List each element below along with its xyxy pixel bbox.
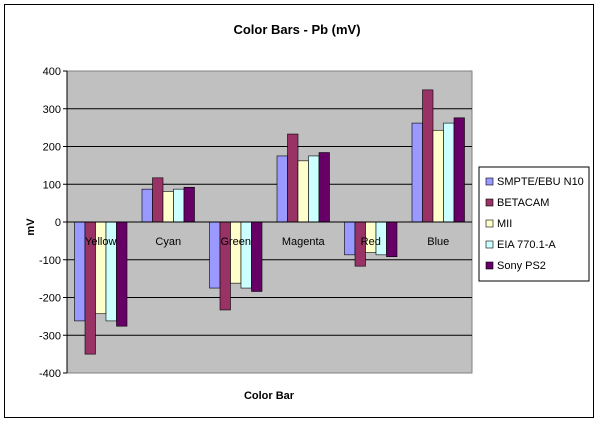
legend-label: MII xyxy=(497,218,512,230)
y-tick-label: -100 xyxy=(39,255,61,267)
bar xyxy=(141,188,153,223)
bar xyxy=(453,117,465,223)
bar-chart: Color Bars - Pb (mV) 400 300 200 100 0 -100 -2… xyxy=(25,22,590,402)
category-label: Magenta xyxy=(282,236,326,248)
gridlines xyxy=(67,108,472,336)
legend-label: BETACAM xyxy=(497,197,549,209)
bar xyxy=(308,155,320,223)
category-labels: Yellow Cyan Green Magenta Red Blue xyxy=(85,236,449,248)
bar xyxy=(422,89,434,223)
bar xyxy=(152,177,164,223)
legend-label: Sony PS2 xyxy=(497,260,546,272)
y-axis-ticks: 400 300 200 100 0 -100 -200 -300 -400 xyxy=(39,66,68,380)
bar xyxy=(209,221,221,289)
legend-label: EIA 770.1-A xyxy=(497,239,556,251)
y-tick-label: 300 xyxy=(43,104,61,116)
y-tick-label: 0 xyxy=(55,217,61,229)
bar xyxy=(287,133,299,223)
chart-title: Color Bars - Pb (mV) xyxy=(233,22,360,37)
bar xyxy=(74,221,86,322)
chart-frame: Color Bars - Pb (mV) 400 300 200 100 0 -100 -2… xyxy=(4,4,594,418)
legend-label: SMPTE/EBU N10 xyxy=(497,176,584,188)
bar xyxy=(344,221,356,256)
bar-series-group xyxy=(67,89,472,355)
legend: SMPTE/EBU N10 BETACAM MII EIA 770.1-A Sony P… xyxy=(478,166,590,282)
bar xyxy=(443,122,455,223)
bar xyxy=(251,221,263,292)
bar xyxy=(230,221,242,284)
bar xyxy=(297,160,309,223)
bar xyxy=(173,188,185,223)
y-tick-label: -200 xyxy=(39,293,61,305)
bar xyxy=(183,186,195,223)
bar xyxy=(276,155,288,223)
bar xyxy=(432,129,444,223)
legend-swatch xyxy=(485,198,494,207)
bar xyxy=(116,221,128,327)
y-tick-label: -300 xyxy=(39,330,61,342)
legend-swatch xyxy=(485,240,494,249)
y-tick-label: -400 xyxy=(39,368,61,380)
legend-swatch xyxy=(485,219,494,228)
legend-swatch xyxy=(485,261,494,270)
y-tick-label: 200 xyxy=(43,142,61,154)
y-tick-label: 100 xyxy=(43,179,61,191)
bar xyxy=(411,122,423,223)
legend-box xyxy=(478,166,590,282)
category-label: Green xyxy=(220,236,251,248)
legend-swatch xyxy=(485,177,494,186)
y-tick-label: 400 xyxy=(43,66,61,78)
y-axis-label: mV xyxy=(25,218,37,236)
category-label: Yellow xyxy=(85,236,116,248)
category-label: Red xyxy=(361,236,381,248)
x-axis-label: Color Bar xyxy=(244,390,295,402)
bar xyxy=(386,221,398,258)
category-label: Cyan xyxy=(155,236,181,248)
bar xyxy=(162,191,174,223)
bar xyxy=(240,221,252,289)
category-label: Blue xyxy=(427,236,449,248)
bar xyxy=(318,152,330,223)
